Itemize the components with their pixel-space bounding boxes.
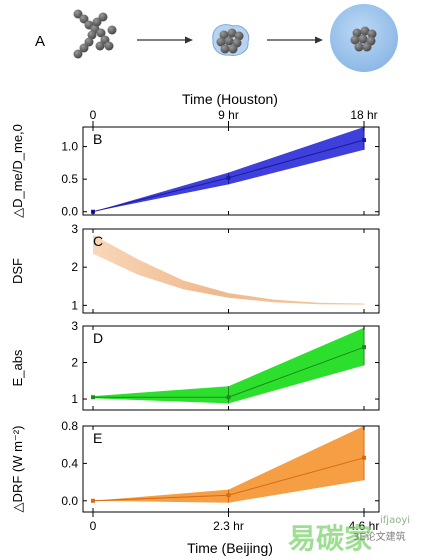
top-axis-tick-label: 0 (90, 108, 97, 122)
panel-b-data-point (362, 138, 366, 143)
panel-d-frame (82, 325, 380, 411)
aggregate-thin-coated-icon (212, 24, 250, 56)
panel-d-label: D (93, 330, 103, 346)
panel-e-y-axis-label: △DRF (W m⁻²) (10, 426, 25, 513)
panel-c-y-tick-label: 2 (71, 260, 78, 274)
panel-b-y-tick-label: 0.5 (61, 172, 78, 186)
panel-c-label: C (93, 233, 103, 249)
watermark-brand: 易碳家 (288, 522, 372, 555)
top-axis-tick-label: 9 hr (218, 108, 239, 122)
panel-e-data-point (362, 455, 366, 460)
panel-d-y-tick-label: 1 (71, 392, 78, 406)
panel-b-label: B (93, 131, 102, 147)
panel-d-data-point (91, 395, 95, 400)
panel-e-data-point (91, 498, 95, 503)
panel-b-frame (82, 126, 380, 216)
panel-e-band (93, 426, 364, 503)
panel-e-y-tick-label: 0.0 (61, 494, 78, 508)
panel-d-y-axis-label: E_abs (10, 349, 25, 386)
watermark: 易碳家 ifjaoyi 3E论文建筑 (288, 515, 410, 555)
panel-d-data-point (226, 395, 231, 400)
aggregate-thick-coated-icon (330, 4, 398, 72)
aggregate-fresh-icon (73, 9, 117, 59)
bottom-axis-tick-label: 4.6 hr (349, 519, 380, 533)
panel-e-label: E (93, 430, 102, 446)
bottom-axis-tick-label: 2.3 hr (213, 519, 244, 533)
panel-b-y-tick-label: 0.0 (61, 205, 78, 219)
panel-a-label: A (35, 33, 45, 50)
panel-b-y-tick-label: 1.0 (61, 140, 78, 154)
bottom-axis-tick-label: 0 (90, 519, 97, 533)
panel-e-data-point (226, 493, 231, 498)
panel-c-y-axis-label: DSF (10, 258, 25, 284)
top-axis-title: Time (Houston) (182, 91, 278, 107)
panel-d-y-tick-label: 2 (71, 356, 78, 370)
panel-c-y-tick-label: 1 (71, 298, 78, 312)
panel-e-y-tick-label: 0.4 (61, 456, 78, 470)
panel-b-band (93, 127, 364, 212)
arrow-right-icon (137, 36, 193, 44)
charts-group: 0.0 0.5 1.0 B △D_me/D_me,0 1 2 3 C DSF 1 2 3 D E_abs 0.… (10, 108, 380, 533)
panel-d-y-tick-label: 3 (71, 319, 78, 333)
arrow-right-icon (267, 36, 323, 44)
panel-e-frame (82, 425, 380, 513)
panel-c-y-tick-label: 3 (71, 222, 78, 236)
bottom-axis-title: Time (Beijing) (187, 540, 273, 556)
watermark-brand-latin: ifjaoyi (380, 515, 410, 526)
panel-d-data-point (362, 345, 366, 350)
panel-b-data-point (226, 175, 231, 180)
watermark-text: 3E论文建筑 (353, 530, 406, 543)
panel-c-frame (82, 228, 380, 314)
panel-b-y-axis-label: △D_me/D_me,0 (10, 124, 25, 218)
panel-e-y-tick-label: 0.8 (61, 419, 78, 433)
panel-c-band (93, 234, 364, 305)
top-axis-tick-label: 18 hr (350, 108, 377, 122)
